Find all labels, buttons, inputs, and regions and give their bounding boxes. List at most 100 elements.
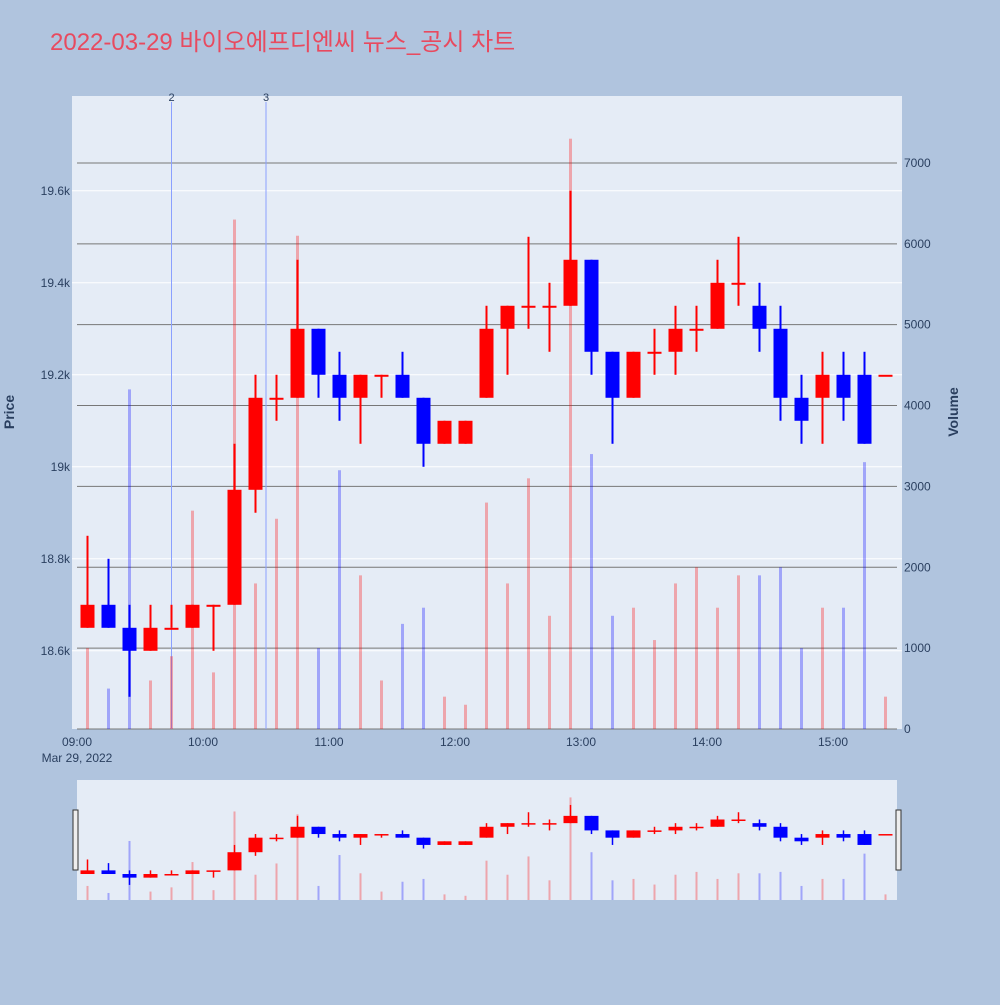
candle-body bbox=[500, 305, 515, 329]
candle-body bbox=[206, 604, 221, 607]
candle-body bbox=[626, 351, 641, 398]
slider-volume bbox=[716, 878, 719, 900]
slider-volume bbox=[548, 880, 551, 900]
slider-body bbox=[80, 870, 95, 875]
slider-volume bbox=[821, 878, 824, 900]
volume-bar bbox=[863, 462, 866, 729]
slider-volume bbox=[800, 885, 803, 900]
slider-volume bbox=[338, 855, 341, 900]
slider-volume bbox=[149, 891, 152, 900]
slider-body bbox=[311, 826, 326, 835]
slider-volume bbox=[611, 880, 614, 900]
slider-body bbox=[542, 823, 557, 825]
slider-body bbox=[794, 837, 809, 842]
volume-bar bbox=[695, 567, 698, 729]
slider-volume bbox=[296, 814, 299, 900]
slider-body bbox=[332, 834, 347, 838]
slider-volume bbox=[401, 881, 404, 900]
y2-tick-label: 0 bbox=[904, 722, 911, 736]
candle-body bbox=[710, 282, 725, 329]
slider-body bbox=[752, 823, 767, 827]
slider-volume bbox=[443, 894, 446, 900]
candle-body bbox=[563, 259, 578, 306]
slider-volume bbox=[842, 878, 845, 900]
volume-bar bbox=[590, 454, 593, 729]
slider-body bbox=[101, 870, 116, 875]
candle-body bbox=[122, 627, 137, 651]
candle-body bbox=[374, 374, 389, 377]
volume-bar bbox=[485, 502, 488, 729]
volume-bar bbox=[506, 583, 509, 729]
volume-bar bbox=[842, 607, 845, 729]
volume-bar bbox=[653, 640, 656, 729]
slider-volume bbox=[107, 892, 110, 900]
slider-body bbox=[269, 837, 284, 840]
candle-body bbox=[773, 328, 788, 398]
candle-body bbox=[647, 351, 662, 354]
range-slider[interactable] bbox=[77, 780, 897, 900]
y2-tick-label: 4000 bbox=[904, 399, 931, 413]
plot-area bbox=[72, 96, 902, 729]
volume-bar bbox=[401, 623, 404, 729]
slider-handle[interactable] bbox=[895, 809, 902, 871]
candle-body bbox=[815, 374, 830, 398]
slider-volume bbox=[569, 797, 572, 900]
slider-volume bbox=[422, 878, 425, 900]
candle-body bbox=[668, 328, 683, 352]
slider-body bbox=[416, 837, 431, 845]
slider-body bbox=[563, 815, 578, 824]
candle-body bbox=[794, 397, 809, 421]
slider-body bbox=[479, 826, 494, 838]
y2-tick-label: 5000 bbox=[904, 318, 931, 332]
slider-volume bbox=[884, 894, 887, 900]
volume-bar bbox=[170, 656, 173, 729]
candle-body bbox=[311, 328, 326, 375]
slider-body bbox=[206, 870, 221, 872]
volume-bar bbox=[632, 607, 635, 729]
candle-body bbox=[836, 374, 851, 398]
volume-bar bbox=[464, 704, 467, 729]
candle-body bbox=[689, 328, 704, 331]
slider-handle[interactable] bbox=[72, 809, 79, 871]
slider-body bbox=[500, 823, 515, 827]
volume-bar bbox=[611, 615, 614, 729]
slider-volume bbox=[464, 895, 467, 900]
slider-body bbox=[815, 834, 830, 838]
volume-bar bbox=[422, 607, 425, 729]
slider-volume bbox=[695, 871, 698, 900]
slider-body bbox=[773, 826, 788, 838]
slider-volume bbox=[254, 874, 257, 900]
slider-body bbox=[395, 834, 410, 838]
candle-body bbox=[80, 604, 95, 628]
candle-body bbox=[857, 374, 872, 444]
volume-bar bbox=[548, 615, 551, 729]
volume-bar bbox=[527, 478, 530, 729]
volume-bar bbox=[758, 575, 761, 729]
candle-body bbox=[353, 374, 368, 398]
slider-body bbox=[437, 841, 452, 845]
candle-body bbox=[437, 420, 452, 444]
annotation-label: 2 bbox=[168, 92, 174, 104]
y-tick-label: 19.2k bbox=[41, 368, 71, 382]
candle-body bbox=[143, 627, 158, 651]
slider-volume bbox=[170, 887, 173, 900]
volume-bar bbox=[338, 470, 341, 729]
y2-tick-label: 2000 bbox=[904, 560, 931, 574]
slider-volume bbox=[863, 853, 866, 900]
volume-bar bbox=[128, 389, 131, 729]
slider-body bbox=[878, 834, 893, 836]
candle-body bbox=[605, 351, 620, 398]
volume-bar bbox=[380, 680, 383, 729]
slider-body bbox=[626, 830, 641, 838]
slider-body bbox=[836, 834, 851, 838]
slider-volume bbox=[527, 856, 530, 900]
x-date-label: Mar 29, 2022 bbox=[42, 751, 113, 765]
x-tick-label: 13:00 bbox=[566, 735, 596, 749]
slider-body bbox=[143, 874, 158, 878]
volume-bar bbox=[317, 648, 320, 729]
slider-body bbox=[521, 823, 536, 825]
volume-bar bbox=[86, 648, 89, 729]
volume-bar bbox=[275, 518, 278, 729]
slider-body bbox=[689, 826, 704, 829]
